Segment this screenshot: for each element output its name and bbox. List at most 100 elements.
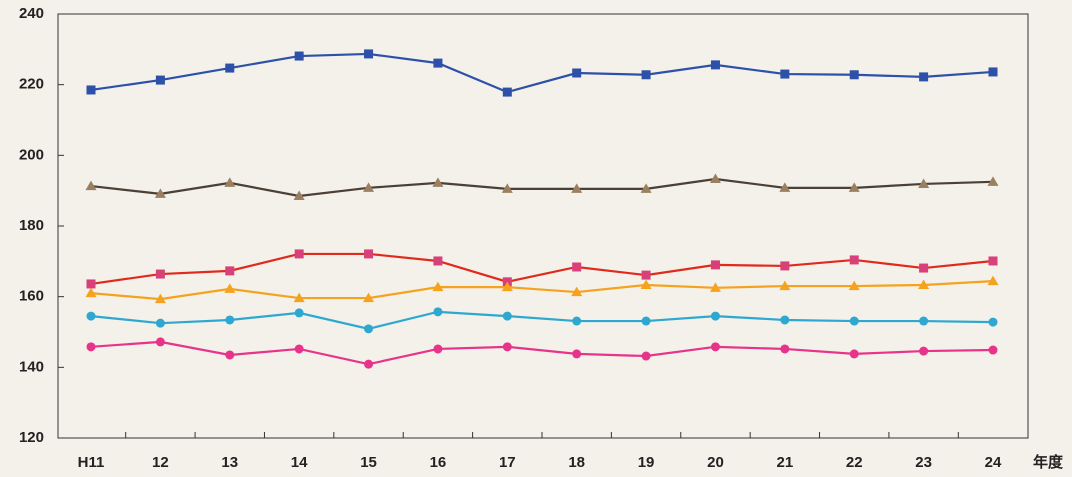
marker [155, 337, 165, 347]
x-tick-label: 16 [430, 454, 447, 471]
series-line [90, 280, 994, 301]
marker [363, 182, 375, 192]
marker [987, 275, 999, 286]
marker [225, 266, 235, 276]
marker [641, 70, 651, 80]
marker [641, 270, 651, 280]
marker [572, 316, 582, 326]
marker [919, 346, 929, 356]
marker [710, 342, 720, 352]
marker [849, 70, 859, 80]
marker [779, 182, 791, 192]
marker [294, 308, 304, 318]
x-tick-label: H11 [78, 454, 105, 471]
marker [294, 249, 304, 259]
marker [225, 63, 235, 73]
x-tick-label: 23 [915, 454, 932, 471]
marker [502, 87, 512, 97]
marker [988, 256, 998, 266]
marker [155, 269, 165, 279]
marker [501, 183, 513, 193]
marker [154, 188, 166, 198]
marker [709, 282, 721, 292]
x-tick-label: 13 [221, 454, 238, 471]
x-tick-label: 20 [707, 454, 724, 471]
marker [571, 286, 583, 297]
marker [988, 67, 998, 77]
y-tick-label: 220 [19, 76, 44, 93]
marker [224, 283, 236, 293]
x-tick-label: 19 [638, 454, 655, 471]
marker [919, 263, 929, 273]
series-line [90, 177, 994, 198]
y-tick-label: 180 [19, 217, 44, 234]
marker [919, 72, 929, 82]
marker [363, 292, 375, 303]
marker [709, 173, 721, 184]
marker [433, 344, 443, 354]
x-tick-label: 12 [152, 454, 169, 471]
marker [572, 349, 582, 359]
marker [780, 69, 790, 79]
marker [918, 279, 930, 290]
marker [502, 342, 512, 352]
marker [849, 316, 859, 326]
marker [86, 279, 96, 289]
marker [849, 255, 859, 265]
marker [640, 183, 652, 193]
x-tick-label: 15 [360, 454, 377, 471]
series-line [90, 340, 994, 366]
marker [86, 342, 96, 352]
marker [433, 58, 443, 68]
marker [364, 324, 374, 334]
marker [987, 176, 999, 186]
marker [364, 249, 374, 259]
marker [918, 178, 930, 188]
marker [988, 345, 998, 355]
marker [988, 317, 998, 327]
marker [294, 51, 304, 61]
y-tick-label: 120 [19, 429, 44, 446]
marker [571, 183, 583, 193]
marker [572, 262, 582, 272]
marker [155, 75, 165, 85]
marker [293, 190, 305, 200]
marker [294, 344, 304, 354]
marker [224, 177, 236, 187]
marker [501, 281, 513, 292]
marker [848, 280, 860, 291]
marker [641, 316, 651, 326]
series-line [90, 252, 994, 286]
x-tick-label: 22 [846, 454, 863, 471]
marker [86, 85, 96, 95]
marker [85, 180, 97, 191]
marker [780, 261, 790, 271]
marker [432, 177, 444, 187]
x-tick-label: 14 [291, 454, 308, 471]
marker [154, 293, 166, 304]
series-line [90, 310, 994, 330]
marker [641, 351, 651, 361]
marker [225, 315, 235, 325]
marker [710, 311, 720, 321]
marker [780, 315, 790, 325]
marker [293, 292, 305, 303]
y-tick-label: 240 [19, 5, 44, 22]
marker [86, 311, 96, 321]
marker [710, 60, 720, 70]
marker [710, 260, 720, 270]
x-axis-label: 年度 [1033, 453, 1064, 471]
x-tick-label: 24 [985, 454, 1002, 471]
marker [432, 281, 444, 292]
marker [433, 256, 443, 266]
marker [433, 307, 443, 317]
y-tick-label: 140 [19, 358, 44, 375]
marker [849, 349, 859, 359]
marker [364, 359, 374, 369]
marker [572, 68, 582, 78]
x-tick-label: 18 [568, 454, 585, 471]
marker [364, 49, 374, 59]
marker [640, 279, 652, 290]
marker [919, 316, 929, 326]
